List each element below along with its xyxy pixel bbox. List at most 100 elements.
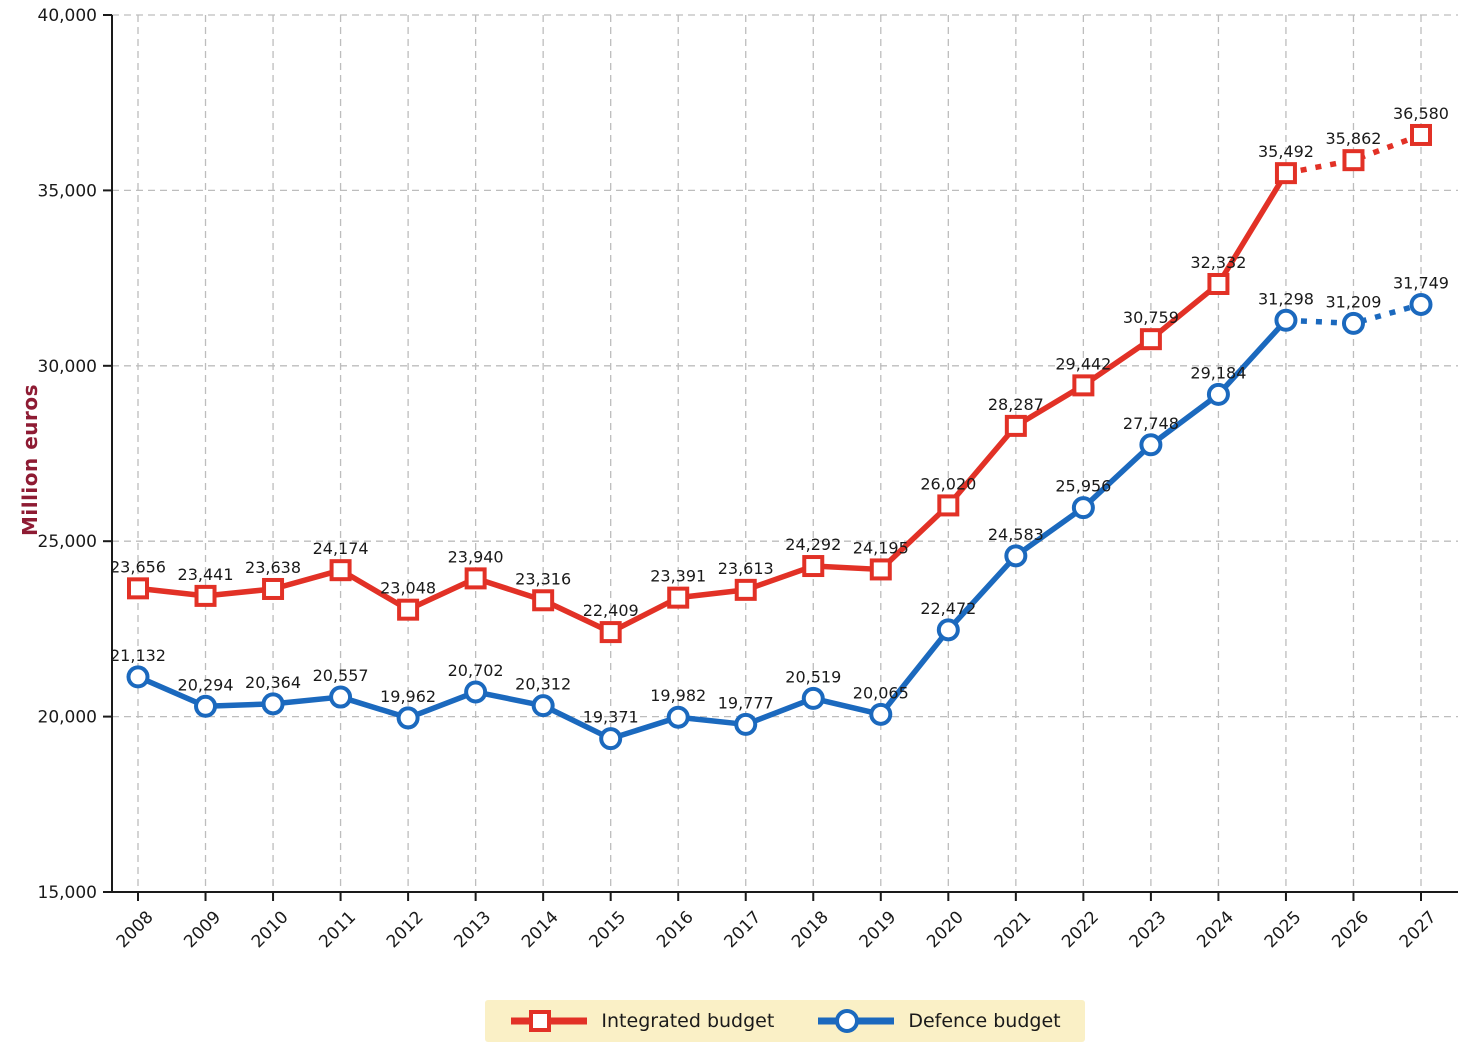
data-point-label: 26,020 xyxy=(920,474,976,493)
blue-circle-marker-icon xyxy=(818,1009,895,1033)
series-value-labels-integrated: 23,656 23,441 23,638 24,174 23,048 23,940 23,3… xyxy=(110,104,1449,620)
red-square-marker-icon xyxy=(511,1010,588,1032)
series-markers-defence xyxy=(126,292,1433,751)
data-point-marker xyxy=(1207,272,1230,295)
data-point-marker xyxy=(734,712,758,736)
data-point-marker xyxy=(194,694,218,718)
x-tick-label: 2017 xyxy=(721,907,766,952)
tick-labels: 15,000 20,000 25,000 30,000 35,000 40,000 2008… xyxy=(38,6,1441,952)
data-point-label: 20,294 xyxy=(178,675,234,694)
data-point-marker xyxy=(329,559,352,582)
x-tick-label: 2015 xyxy=(585,907,630,952)
x-tick-label: 2019 xyxy=(856,907,901,952)
data-point-label: 21,132 xyxy=(110,646,166,665)
data-point-marker xyxy=(1206,382,1230,406)
y-tick-label: 15,000 xyxy=(38,883,97,903)
data-point-marker xyxy=(329,685,353,709)
x-tick-label: 2020 xyxy=(923,907,968,952)
x-tick-label: 2018 xyxy=(788,907,833,952)
data-point-marker xyxy=(261,692,285,716)
data-point-marker xyxy=(802,555,825,578)
data-point-label: 28,287 xyxy=(988,395,1044,414)
data-point-label: 22,409 xyxy=(583,601,639,620)
data-point-marker xyxy=(1409,292,1433,316)
data-point-marker xyxy=(667,586,690,609)
data-point-marker xyxy=(262,577,285,600)
data-point-marker xyxy=(1274,308,1298,332)
data-point-label: 23,613 xyxy=(718,559,774,578)
data-point-marker xyxy=(869,558,892,581)
legend-item-defence-budget: Defence budget xyxy=(816,1008,1061,1034)
data-point-marker xyxy=(532,589,555,612)
legend-label-defence-budget: Defence budget xyxy=(908,1010,1061,1032)
budget-line-chart: 15,000 20,000 25,000 30,000 35,000 40,000 2008… xyxy=(38,6,1458,952)
series-line-integrated xyxy=(137,132,1422,635)
data-point-label: 19,777 xyxy=(718,693,774,712)
legend-label-integrated-budget: Integrated budget xyxy=(601,1010,775,1032)
data-point-label: 23,940 xyxy=(448,547,504,566)
data-point-label: 23,391 xyxy=(650,567,706,586)
data-point-marker xyxy=(801,686,825,710)
data-point-label: 24,292 xyxy=(785,535,841,554)
data-point-label: 19,982 xyxy=(650,686,706,705)
data-point-marker xyxy=(127,577,149,600)
line-solid xyxy=(137,171,1289,635)
data-point-marker xyxy=(464,567,487,590)
line-solid xyxy=(136,318,1288,742)
data-point-label: 36,580 xyxy=(1393,104,1449,123)
data-point-label: 20,065 xyxy=(853,683,909,702)
data-point-marker xyxy=(599,727,623,751)
data-point-label: 23,316 xyxy=(515,569,571,588)
data-point-label: 27,748 xyxy=(1123,414,1179,433)
y-tick-label: 25,000 xyxy=(38,532,97,552)
x-tick-label: 2014 xyxy=(518,907,563,952)
x-tick-label: 2023 xyxy=(1126,907,1171,952)
data-point-marker xyxy=(1139,328,1162,351)
data-point-label: 35,492 xyxy=(1258,142,1314,161)
data-point-marker xyxy=(1274,162,1297,185)
data-point-label: 20,519 xyxy=(785,667,841,686)
data-point-marker xyxy=(464,680,488,704)
gridlines xyxy=(112,14,1458,892)
y-tick-label: 20,000 xyxy=(38,708,97,728)
data-point-label: 20,312 xyxy=(515,675,571,694)
series-value-labels-defence: 21,132 20,294 20,364 20,557 19,962 20,702 20,3… xyxy=(110,273,1449,726)
data-point-label: 23,048 xyxy=(380,579,436,598)
legend: Integrated budget Defence budget xyxy=(485,1000,1085,1042)
data-point-marker xyxy=(531,694,555,718)
x-tick-label: 2025 xyxy=(1261,907,1306,952)
data-point-label: 23,656 xyxy=(110,557,166,576)
data-point-label: 35,862 xyxy=(1325,129,1381,148)
x-tick-label: 2012 xyxy=(383,907,428,952)
data-point-marker xyxy=(936,618,960,642)
data-point-label: 32,332 xyxy=(1190,253,1246,272)
data-point-label: 20,557 xyxy=(313,666,369,685)
data-point-marker xyxy=(1004,414,1027,437)
x-tick-label: 2022 xyxy=(1058,907,1103,952)
data-point-marker xyxy=(397,598,420,621)
x-tick-label: 2008 xyxy=(113,907,158,952)
data-point-marker xyxy=(1341,311,1365,335)
data-point-label: 19,962 xyxy=(380,687,436,706)
data-point-label: 29,184 xyxy=(1190,363,1246,382)
data-point-marker xyxy=(937,494,960,517)
x-tick-label: 2027 xyxy=(1396,907,1441,952)
data-point-marker xyxy=(1004,544,1028,568)
x-tick-label: 2009 xyxy=(180,907,225,952)
data-point-marker xyxy=(734,578,757,601)
data-point-label: 22,472 xyxy=(920,599,976,618)
y-tick-label: 30,000 xyxy=(38,357,97,377)
y-tick-label: 40,000 xyxy=(38,6,97,26)
x-tick-label: 2016 xyxy=(653,907,698,952)
data-point-marker xyxy=(1072,374,1095,397)
data-point-marker xyxy=(1342,149,1365,172)
data-point-label: 31,209 xyxy=(1325,292,1381,311)
x-tick-label: 2013 xyxy=(450,907,495,952)
data-point-label: 29,442 xyxy=(1055,354,1111,373)
data-point-marker xyxy=(396,706,420,730)
tick-marks xyxy=(103,14,1422,901)
data-point-label: 24,195 xyxy=(853,538,909,557)
y-tick-label: 35,000 xyxy=(38,181,97,201)
data-point-label: 23,638 xyxy=(245,558,301,577)
